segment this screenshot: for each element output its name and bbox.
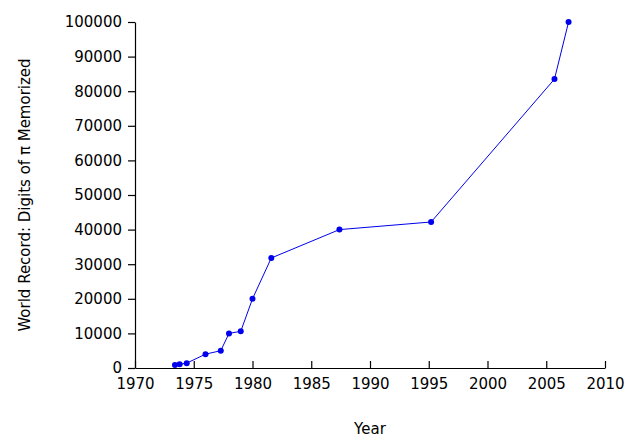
tick: 40000 [74,221,135,239]
marker [238,328,244,334]
marker [250,296,256,302]
tick-mark [128,368,135,369]
marker [184,360,190,366]
tick: 1980 [234,361,272,393]
tick-mark [128,22,135,23]
tick-mark [311,361,312,368]
tick: 20000 [74,290,135,308]
tick-mark [128,160,135,161]
tick: 2005 [528,361,566,393]
tick-label: 40000 [74,221,122,239]
marker [218,348,224,354]
tick: 10000 [74,325,135,343]
tick-mark [546,361,547,368]
tick: 80000 [74,83,135,101]
marker [177,361,183,367]
tick-label: 90000 [74,48,122,66]
tick: 100000 [65,13,135,31]
tick: 70000 [74,117,135,135]
tick: 0 [112,359,135,377]
marker [428,219,434,225]
tick-label: 100000 [65,13,122,31]
tick: 90000 [74,48,135,66]
tick-label: 20000 [74,290,122,308]
tick-label: 1990 [351,375,389,393]
marker [203,351,209,357]
tick: 60000 [74,152,135,170]
tick: 1990 [351,361,389,393]
tick-mark [194,361,195,368]
tick-label: 2000 [469,375,507,393]
tick: 1975 [175,361,213,393]
tick-mark [487,361,488,368]
x-axis: 1970 1975 1980 1985 1990 1995 2000 2005 2010 [116,361,624,393]
y-axis-title: World Record: Digits of π Memorized [16,58,34,331]
axis-line [136,368,606,369]
marker [551,76,557,82]
x-axis-title: Year [353,420,387,438]
tick-mark [128,299,135,300]
marker [268,255,274,261]
marker [336,227,342,233]
tick: 2010 [586,361,624,393]
marker [566,19,572,25]
tick-label: 30000 [74,256,122,274]
tick-mark [128,195,135,196]
tick-mark [128,264,135,265]
tick-mark [128,56,135,57]
y-axis: 0 10000 20000 30000 40000 50000 60000 70000 8000… [65,13,136,377]
tick-mark [128,91,135,92]
tick-label: 60000 [74,152,122,170]
tick: 1985 [293,361,331,393]
tick-label: 80000 [74,83,122,101]
tick-label: 2010 [586,375,624,393]
tick-label: 2005 [528,375,566,393]
tick-mark [370,361,371,368]
marker [226,330,232,336]
tick-label: 70000 [74,117,122,135]
plot: 1970 1975 1980 1985 1990 1995 2000 2005 2010 0 100… [65,13,625,392]
tick-label: 0 [112,359,122,377]
tick: 30000 [74,256,135,274]
tick-mark [128,333,135,334]
tick-mark [128,126,135,127]
tick-mark [605,361,606,368]
tick-label: 50000 [74,186,122,204]
tick-label: 1995 [410,375,448,393]
tick-mark [429,361,430,368]
tick: 1995 [410,361,448,393]
tick-label: 1980 [234,375,272,393]
tick-mark [252,361,253,368]
data-layer [172,19,572,368]
axis-line [135,23,136,369]
line [175,22,569,365]
tick-mark [128,230,135,231]
tick: 2000 [469,361,507,393]
tick-label: 1970 [116,375,154,393]
chart: 1970 1975 1980 1985 1990 1995 2000 2005 2010 0 100… [0,0,640,440]
tick-label: 1985 [293,375,331,393]
tick: 50000 [74,186,135,204]
tick-label: 10000 [74,325,122,343]
tick-label: 1975 [175,375,213,393]
